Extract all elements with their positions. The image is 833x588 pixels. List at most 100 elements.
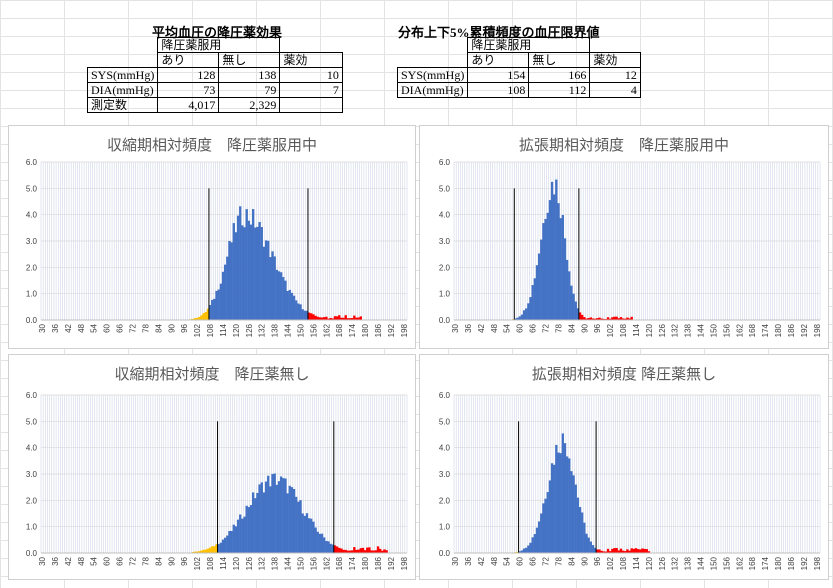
x-tick-label: 108 — [619, 323, 628, 337]
x-tick-label: 60 — [516, 323, 525, 332]
histogram-bar — [563, 238, 567, 320]
histogram-bar — [333, 316, 337, 320]
cell-on: 154 — [467, 67, 530, 83]
histogram-bar — [557, 203, 560, 320]
histogram-bar — [284, 280, 287, 320]
histogram-bar — [581, 512, 584, 553]
histogram-bar — [221, 271, 225, 320]
table1: 降圧薬服用 あり 無し 薬効 SYS(mmHg) 128 138 10 DIA(… — [86, 37, 343, 113]
x-tick-label: 30 — [38, 556, 47, 565]
histogram-bar — [520, 550, 524, 553]
histogram-bar — [329, 317, 332, 320]
histogram-bar — [578, 312, 582, 320]
histogram-bar — [213, 546, 216, 553]
histogram-bar — [299, 500, 302, 553]
histogram-bar — [550, 181, 554, 320]
histogram-bar — [544, 218, 547, 320]
histogram-bar — [208, 547, 212, 553]
x-tick-label: 162 — [735, 556, 744, 570]
chart-title: 拡張期相対頻度 降圧薬無し — [531, 366, 717, 383]
histogram-bar — [574, 301, 577, 320]
histogram-bar — [279, 476, 283, 553]
x-tick-label: 138 — [684, 323, 693, 337]
histogram-bar — [346, 318, 350, 320]
histogram-bar — [211, 546, 214, 553]
histogram-bar — [624, 318, 627, 320]
x-tick-label: 132 — [671, 323, 680, 337]
y-tick-label: 0.0 — [26, 316, 38, 325]
histogram-bar — [518, 316, 521, 320]
histogram-bar — [288, 485, 291, 553]
histogram-bar — [570, 471, 573, 553]
histogram-bar — [385, 550, 388, 553]
x-tick-label: 78 — [141, 556, 150, 565]
histogram-bar — [344, 549, 347, 553]
histogram-bar — [628, 318, 631, 320]
x-tick-label: 168 — [748, 556, 757, 570]
histogram-bar — [215, 290, 218, 320]
x-tick-label: 96 — [593, 323, 602, 332]
histogram-bar — [275, 269, 279, 320]
histogram-bar — [529, 297, 532, 320]
histogram-bar — [282, 478, 285, 553]
histogram-bar — [217, 544, 220, 553]
x-tick-label: 54 — [90, 323, 99, 332]
histogram-bar — [372, 550, 375, 553]
x-tick-label: 30 — [451, 556, 460, 565]
y-tick-label: 3.0 — [439, 470, 451, 479]
x-tick-label: 168 — [748, 323, 757, 337]
x-tick-label: 90 — [167, 323, 176, 332]
histogram-bar — [527, 303, 530, 320]
histogram-bar — [236, 215, 240, 320]
histogram-bar — [559, 453, 562, 553]
histogram-bar — [518, 551, 521, 553]
x-tick-label: 90 — [580, 323, 589, 332]
histogram-bar — [206, 308, 210, 320]
x-tick-label: 84 — [567, 323, 576, 332]
histogram-bar — [333, 545, 337, 553]
x-tick-label: 42 — [64, 556, 73, 565]
histogram-bar — [258, 484, 261, 553]
x-tick-label: 36 — [464, 556, 473, 565]
x-tick-label: 180 — [774, 556, 783, 570]
histogram-bar — [239, 514, 242, 553]
x-tick-label: 90 — [167, 556, 176, 565]
x-tick-label: 48 — [77, 556, 86, 565]
histogram-bar — [331, 544, 334, 553]
y-tick-label: 5.0 — [26, 184, 38, 193]
histogram-bar — [589, 541, 592, 553]
histogram-bar — [598, 317, 601, 320]
histogram-bar — [624, 551, 627, 553]
histogram-bar — [193, 551, 197, 553]
chart-panel-dia-unmedicated: 拡張期相対頻度 降圧薬無し 0.0 1.0 2.0 3.0 4.0 5.0 6.0 30 36 4… — [419, 354, 829, 580]
histogram-bar — [537, 253, 541, 320]
histogram-bar — [323, 537, 326, 553]
histogram-bar — [264, 481, 268, 553]
x-tick-label: 192 — [800, 556, 809, 570]
histogram-bar — [600, 318, 603, 320]
x-tick-label: 156 — [309, 556, 318, 570]
histogram-bar — [591, 318, 595, 320]
histogram-bar — [531, 285, 534, 320]
histogram-bar — [602, 318, 605, 320]
histogram-bar — [327, 318, 330, 320]
x-tick-label: 168 — [335, 556, 344, 570]
histogram-bar — [338, 547, 341, 553]
histogram-bar — [305, 310, 309, 320]
x-tick-label: 174 — [761, 323, 770, 337]
histogram-bar — [286, 290, 289, 320]
histogram-bar — [565, 456, 569, 553]
chart-panel-sys-medicated: 収縮期相対頻度 降圧薬服用中 0.0 1.0 2.0 3.0 4.0 5.0 6.0 30 36… — [8, 125, 416, 349]
x-tick-label: 108 — [619, 556, 628, 570]
x-tick-label: 174 — [348, 323, 357, 337]
histogram-bar — [303, 515, 307, 553]
histogram-bar — [626, 549, 629, 553]
histogram-bar — [366, 547, 369, 553]
histogram-bar — [596, 549, 599, 553]
cell-off: 2,329 — [218, 97, 281, 113]
histogram-bar — [295, 300, 298, 320]
histogram-bar — [202, 313, 205, 320]
table1-col-on: あり — [157, 52, 220, 68]
x-tick-label: 144 — [697, 556, 706, 570]
histogram-bar — [264, 240, 268, 320]
